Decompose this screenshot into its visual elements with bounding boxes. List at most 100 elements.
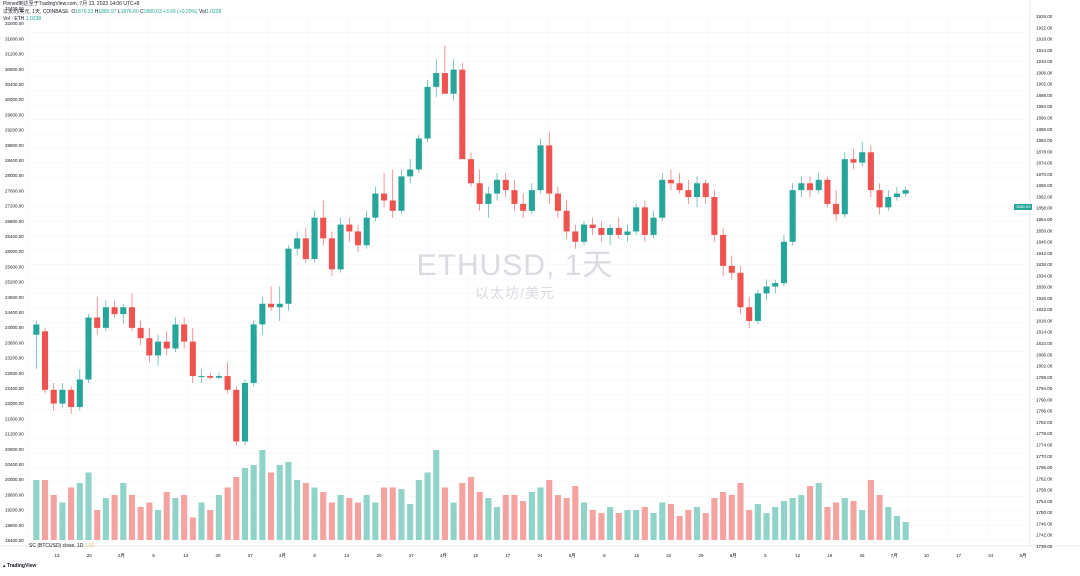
candle-body bbox=[102, 307, 109, 328]
volume-bar bbox=[859, 510, 866, 540]
left-axis-label: 27600.00 bbox=[5, 188, 24, 193]
candle-body bbox=[780, 241, 787, 284]
candle-body bbox=[415, 138, 422, 170]
candle-body bbox=[789, 190, 796, 242]
indicator-legend[interactable]: SC (BTCUSD) close, 1D 1.02 bbox=[29, 543, 95, 549]
volume-bar bbox=[580, 502, 588, 540]
left-axis-label: 32400.00 bbox=[5, 6, 24, 11]
candle-body bbox=[685, 190, 692, 198]
volume-bar bbox=[824, 507, 831, 540]
right-axis-label: 1834.00 bbox=[1036, 273, 1053, 278]
candle-body bbox=[450, 69, 457, 94]
volume-bar bbox=[754, 504, 761, 540]
candle-body bbox=[659, 179, 666, 218]
candle-body bbox=[181, 324, 188, 342]
candle-body bbox=[33, 324, 40, 335]
candle-body bbox=[346, 224, 353, 232]
candle-body bbox=[624, 231, 631, 235]
candle-body bbox=[850, 159, 857, 163]
x-axis-label: 15 bbox=[634, 553, 640, 558]
candle-body bbox=[885, 197, 892, 208]
volume-bar bbox=[76, 483, 83, 540]
left-axis-label: 24400.00 bbox=[5, 310, 24, 315]
x-axis-label: 13 bbox=[54, 553, 60, 558]
candle-body bbox=[537, 145, 544, 191]
volume-bar bbox=[407, 504, 414, 540]
volume-bar bbox=[337, 495, 344, 540]
right-axis-label: 1850.00 bbox=[1036, 228, 1053, 233]
volume-bar bbox=[780, 501, 787, 540]
left-axis-label: 19200.00 bbox=[5, 508, 24, 513]
watermark-description: 以太坊/美元 bbox=[475, 285, 555, 301]
candle-body bbox=[633, 207, 640, 232]
right-axis-label: 1854.00 bbox=[1036, 217, 1053, 222]
volume-bar bbox=[398, 489, 405, 540]
symbol-line[interactable]: 以太坊/美元, 1天, COINBASE bbox=[3, 9, 69, 15]
right-axis-label: 1890.00 bbox=[1036, 115, 1053, 120]
x-axis-label: 29 bbox=[698, 553, 704, 558]
volume-bar bbox=[320, 492, 327, 540]
candle-body bbox=[693, 183, 701, 198]
ohlc-close: 1880.03 bbox=[143, 9, 162, 15]
volume-bar bbox=[772, 507, 779, 540]
candle-body bbox=[702, 183, 709, 198]
x-axis-label: 22 bbox=[666, 553, 672, 558]
volume-bar bbox=[268, 472, 275, 540]
right-axis-label: 1918.00 bbox=[1036, 37, 1053, 42]
candle-body bbox=[572, 231, 579, 242]
volume-bar bbox=[702, 513, 709, 540]
candle-body bbox=[94, 317, 101, 328]
left-axis-label: 25200.00 bbox=[5, 280, 24, 285]
volume-bar bbox=[41, 480, 49, 540]
candle-body bbox=[398, 176, 405, 211]
volume-bar bbox=[328, 502, 335, 540]
candle-body bbox=[381, 193, 388, 201]
left-axis-label: 26800.00 bbox=[5, 219, 24, 224]
tradingview-logo[interactable]: ▴ TradingView bbox=[3, 563, 36, 569]
candle-body bbox=[798, 183, 805, 191]
candle-body bbox=[224, 376, 231, 390]
right-axis-label: 1926.00 bbox=[1036, 14, 1053, 19]
volume-bar bbox=[120, 483, 127, 540]
left-axis-label: 24800.00 bbox=[5, 295, 24, 300]
right-axis-label: 1910.00 bbox=[1036, 59, 1053, 64]
volume-bar bbox=[111, 495, 118, 540]
left-axis-label: 30000.00 bbox=[5, 97, 24, 102]
volume-legend[interactable]: Vol · ETH 1.0238 bbox=[3, 16, 41, 22]
volume-bar bbox=[172, 498, 179, 540]
candle-body bbox=[50, 389, 57, 404]
x-axis-label: 10 bbox=[473, 553, 479, 558]
volume-bar bbox=[728, 495, 735, 540]
x-axis-label: 5 bbox=[764, 553, 767, 558]
candle-body bbox=[476, 183, 483, 204]
candle-body bbox=[259, 303, 266, 325]
candle-body bbox=[120, 307, 127, 315]
candle-body bbox=[137, 327, 144, 339]
candle-body bbox=[893, 193, 901, 198]
candle-body bbox=[772, 283, 779, 287]
candle-body bbox=[59, 389, 66, 404]
volume-bar bbox=[276, 465, 283, 540]
volume-bar bbox=[902, 522, 909, 540]
volume-bar bbox=[207, 510, 214, 540]
volume-bar bbox=[520, 501, 527, 540]
candle-body bbox=[433, 73, 440, 87]
left-axis-label: 30800.00 bbox=[5, 67, 24, 72]
left-axis-label: 20000.00 bbox=[5, 477, 24, 482]
candle-body bbox=[407, 169, 414, 177]
volume-bar bbox=[833, 502, 840, 540]
right-axis-label: 1862.00 bbox=[1036, 194, 1053, 199]
volume-bar bbox=[598, 513, 605, 540]
volume-bar bbox=[50, 495, 57, 540]
x-axis-label: 17 bbox=[505, 553, 511, 558]
left-axis-label: 22000.00 bbox=[5, 401, 24, 406]
left-axis-label: 32000.00 bbox=[5, 21, 24, 26]
volume-bar bbox=[259, 450, 266, 540]
volume-bar bbox=[128, 495, 136, 540]
right-axis-label: 1838.00 bbox=[1036, 262, 1053, 267]
x-axis-label: 17 bbox=[956, 553, 962, 558]
x-axis-label: 6 bbox=[313, 553, 316, 558]
volume-bar bbox=[381, 487, 388, 540]
